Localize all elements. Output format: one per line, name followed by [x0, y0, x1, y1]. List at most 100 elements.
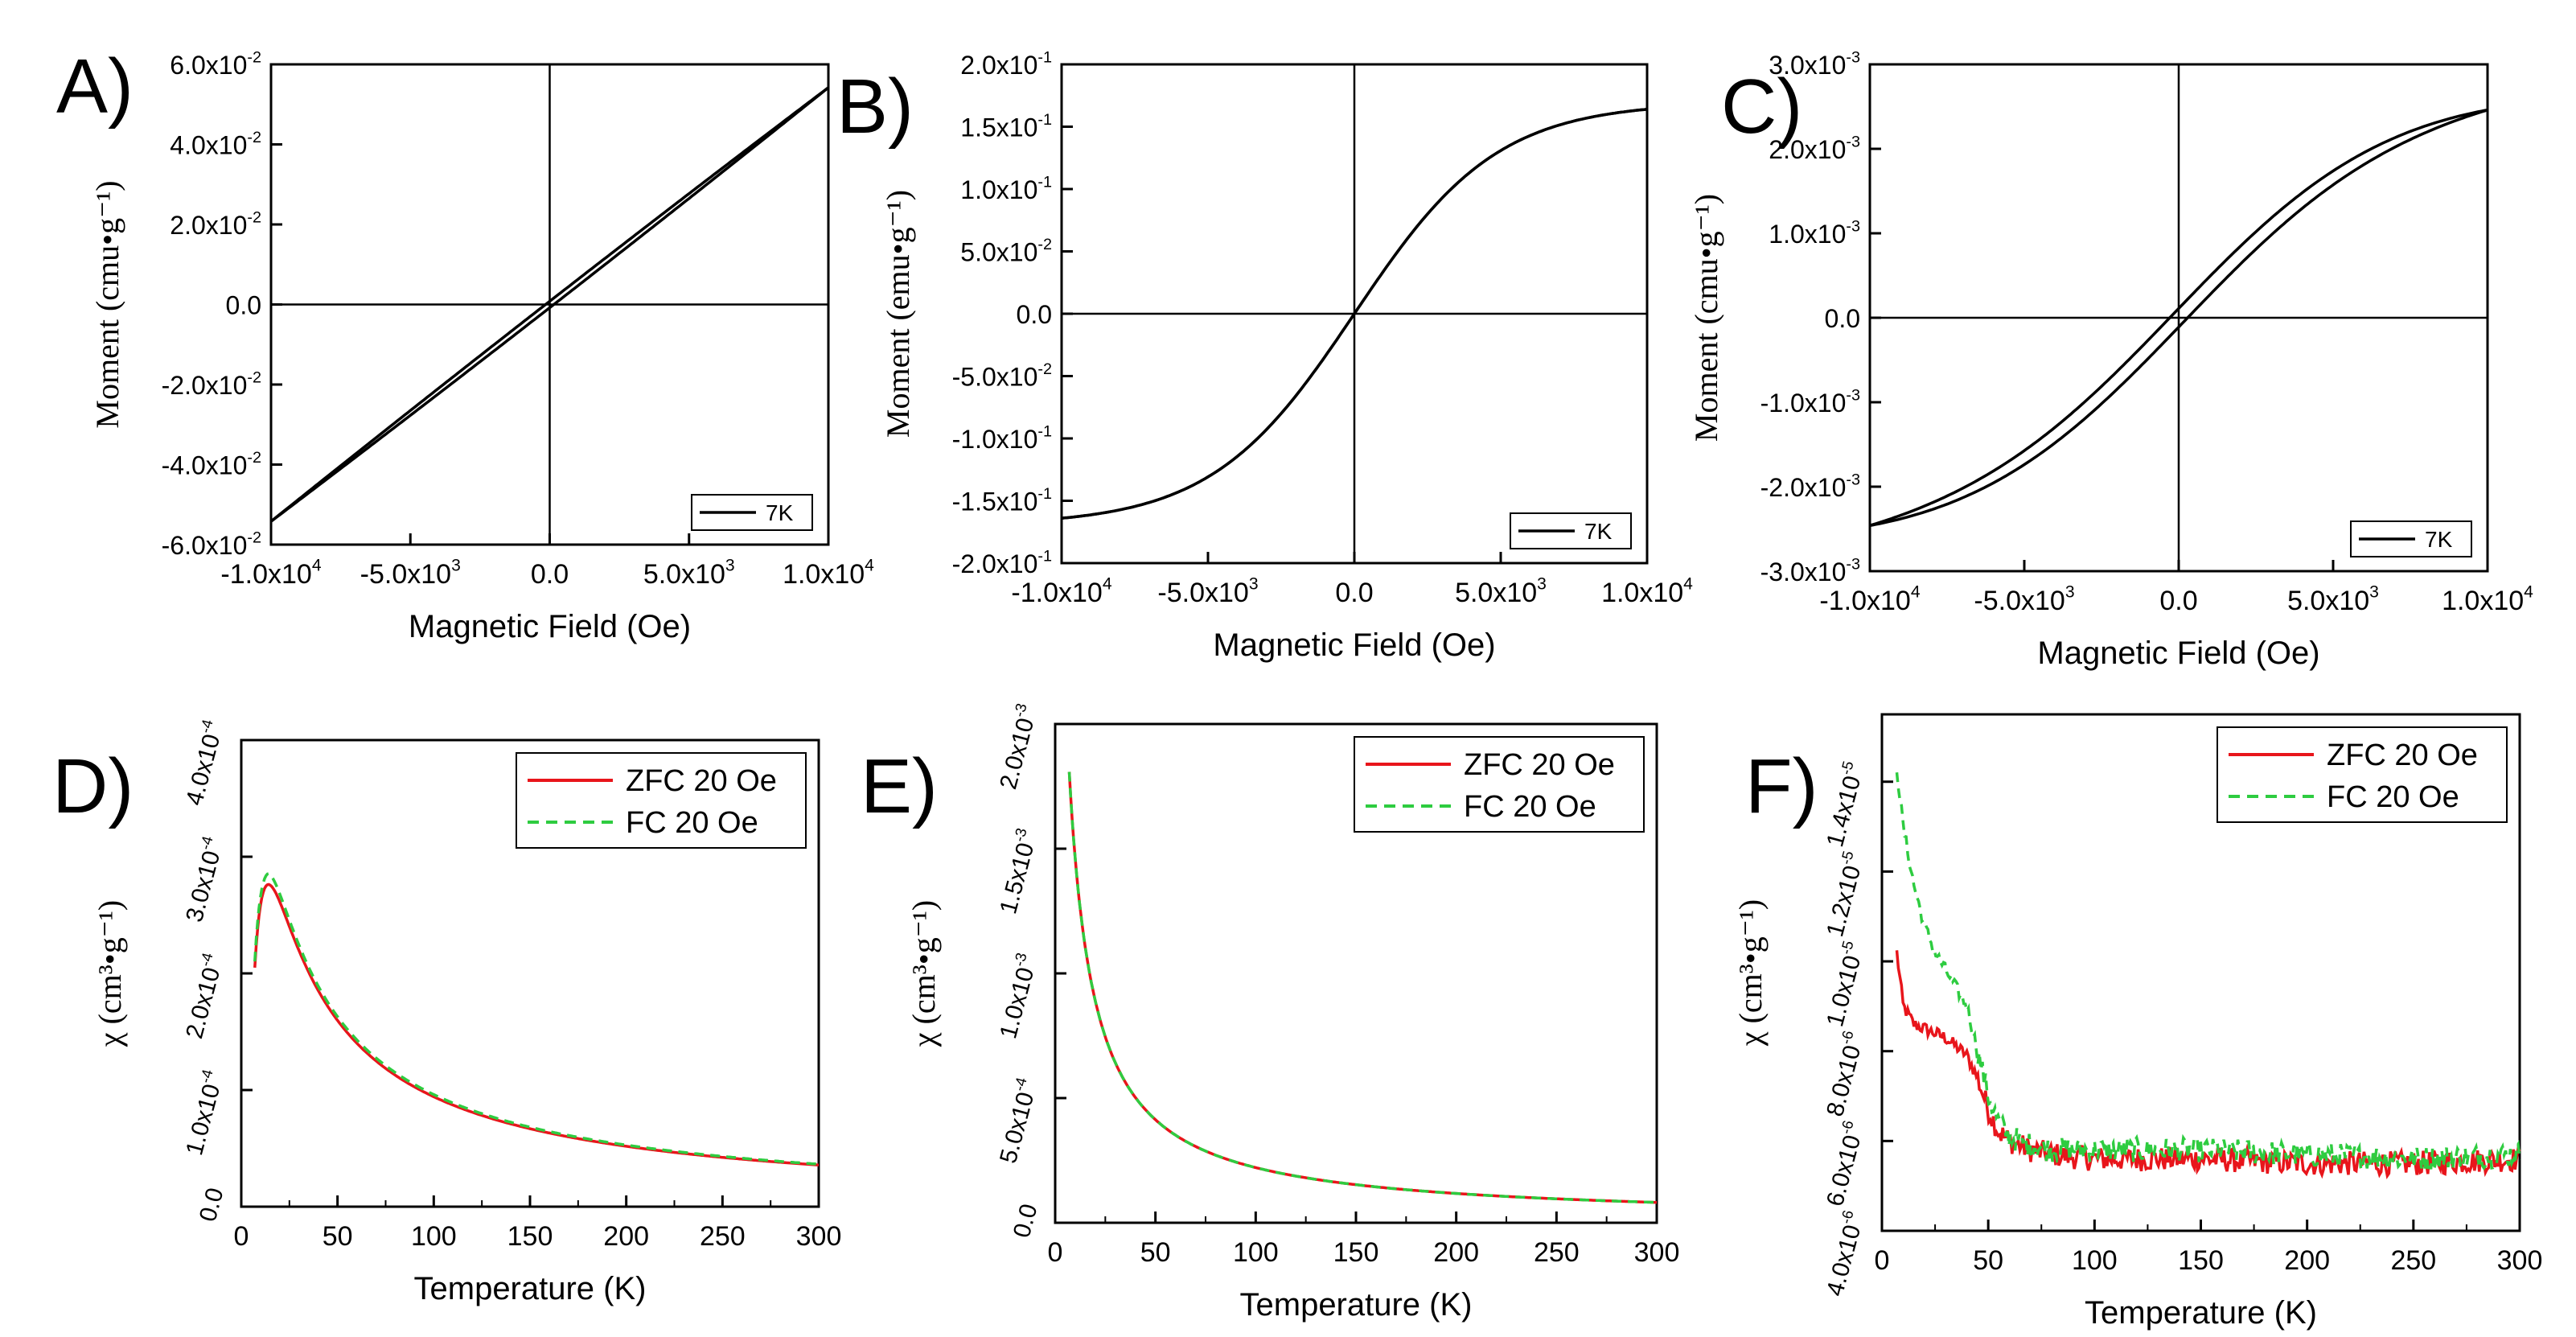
legend-label: 7K	[766, 500, 794, 525]
y-tick-label: -1.0x10-1	[952, 423, 1052, 454]
x-tick-label: 300	[2497, 1245, 2543, 1276]
x-tick-label: 5.0x103	[1455, 575, 1547, 608]
y-axis-label: χ (cm³•g⁻¹)	[906, 900, 942, 1047]
legend-label: 7K	[1584, 519, 1613, 544]
y-tick-label: -1.5x10-1	[952, 485, 1052, 516]
y-tick-label: 1.0x10-5	[1818, 939, 1870, 1030]
legend-label: 7K	[2425, 527, 2453, 552]
y-tick-label: 1.4x10-5	[1818, 759, 1870, 850]
x-axis-label: Temperature (K)	[1240, 1287, 1473, 1323]
y-tick-label: 2.0x10-4	[178, 951, 229, 1042]
x-tick-label: 0.0	[1335, 578, 1373, 608]
chart-panel-6: F) 0 50 100 150 200 250 300 4.0x10-66.0x10-68.0x…	[1732, 713, 2543, 1331]
legend-label: ZFC 20 Oe	[626, 764, 777, 798]
y-tick-label: 1.5x10-1	[960, 111, 1052, 142]
x-axis-label: Magnetic Field (Oe)	[409, 609, 691, 644]
series-line-zfc	[1067, 771, 1658, 1204]
x-tick-label: -5.0x103	[1157, 575, 1258, 608]
legend-label: FC 20 Oe	[626, 806, 758, 840]
x-axis-label: Magnetic Field (Oe)	[2037, 636, 2319, 671]
x-tick-label: 250	[700, 1221, 746, 1252]
x-tick-label: 0	[234, 1221, 249, 1252]
y-tick-label: 0.0	[1017, 300, 1052, 329]
y-tick-label: 6.0x10-6	[1818, 1118, 1870, 1209]
x-tick-label: -1.0x104	[1819, 583, 1920, 616]
x-tick-label: 150	[2178, 1245, 2224, 1276]
x-tick-label: 200	[1433, 1237, 1479, 1268]
x-tick-label: 0.0	[531, 559, 569, 590]
x-tick-label: 1.0x104	[2442, 583, 2533, 616]
x-tick-label: 50	[323, 1221, 353, 1252]
x-tick-label: 5.0x103	[2287, 583, 2379, 616]
x-tick-label: 5.0x103	[643, 557, 735, 590]
x-tick-label: 300	[1634, 1237, 1680, 1268]
y-tick-label: 2.0x10-2	[170, 209, 261, 240]
x-tick-label: 0.0	[2159, 586, 2197, 616]
y-tick-label: -4.0x10-2	[162, 449, 261, 479]
y-tick-label: 1.0x10-3	[1769, 218, 1860, 249]
y-tick-label: 0.0	[226, 291, 261, 320]
x-axis-label: Temperature (K)	[2085, 1295, 2317, 1331]
y-tick-label: 6.0x10-2	[170, 49, 261, 80]
x-tick-label: -5.0x103	[360, 557, 461, 590]
y-tick-label: 1.5x10-3	[992, 826, 1043, 917]
y-tick-label: 0.0	[195, 1185, 229, 1224]
series-line-fc	[253, 872, 820, 1166]
legend-box	[516, 752, 807, 849]
x-tick-label: 100	[411, 1221, 457, 1252]
series-line-zfc	[1895, 950, 2521, 1180]
y-tick-label: -5.0x10-2	[952, 360, 1052, 391]
x-tick-label: -1.0x104	[220, 557, 321, 590]
chart-panel-4: D) 0 50 100 150 200 250 300 0.0 1.0x10-4 2.0x10-4 3…	[52, 718, 841, 1306]
x-tick-label: 50	[1140, 1237, 1171, 1268]
chart-panel-2: B) -1.0x104 -5.0x103 0.0 5.0x103 1.0x104 -2.0x…	[836, 49, 1693, 663]
y-tick-label: 0.0	[1825, 304, 1860, 333]
x-tick-label: 100	[2072, 1245, 2118, 1276]
legend-label: ZFC 20 Oe	[1464, 748, 1615, 782]
x-tick-label: -1.0x104	[1011, 575, 1111, 608]
y-tick-label: -1.0x10-3	[1760, 387, 1860, 418]
y-tick-label: -2.0x10-2	[162, 369, 261, 400]
panel-label: F)	[1745, 743, 1818, 829]
x-tick-label: 150	[1333, 1237, 1379, 1268]
y-axis-label: Moment (cmu•g⁻¹)	[1688, 194, 1724, 442]
y-tick-label: 4.0x10-6	[1818, 1208, 1870, 1299]
series-line-descending	[1869, 108, 2488, 527]
y-tick-label: 3.0x10-3	[1769, 49, 1860, 80]
y-axis-label: χ (cm³•g⁻¹)	[92, 900, 128, 1047]
y-tick-label: 5.0x10-4	[992, 1076, 1043, 1166]
panel-label: A)	[56, 43, 134, 130]
chart-panel-1: A) -1.0x104 -5.0x103 0.0 5.0x103 1.0x104 -6.0x…	[56, 43, 874, 644]
y-tick-label: 2.0x10-3	[992, 701, 1043, 792]
x-tick-label: 1.0x104	[783, 557, 874, 590]
x-tick-label: 250	[2390, 1245, 2436, 1276]
series-line-ascending	[269, 86, 830, 523]
series-line-ascending	[1061, 108, 1648, 520]
panel-label: B)	[836, 64, 914, 150]
x-axis-label: Magnetic Field (Oe)	[1213, 627, 1495, 663]
legend-box	[2217, 726, 2508, 823]
x-tick-label: 50	[1973, 1245, 2003, 1276]
legend-label: ZFC 20 Oe	[2327, 738, 2478, 772]
y-axis-label: χ (cm³•g⁻¹)	[1732, 899, 1769, 1047]
y-tick-label: -6.0x10-2	[162, 529, 261, 560]
y-tick-label: 3.0x10-4	[178, 834, 229, 925]
y-tick-label: 4.0x10-4	[178, 718, 229, 808]
series-line-fc	[1067, 771, 1658, 1204]
panel-label: C)	[1721, 64, 1802, 150]
series-line-descending	[269, 86, 830, 523]
legend-box	[1354, 736, 1645, 833]
y-tick-label: 1.2x10-5	[1818, 849, 1870, 940]
legend-label: FC 20 Oe	[2327, 780, 2459, 814]
x-tick-label: 200	[603, 1221, 649, 1252]
x-tick-label: -5.0x103	[1974, 583, 2074, 616]
panel-label: D)	[52, 743, 134, 829]
chart-panel-5: E) 0 50 100 150 200 250 300 0.0 5.0x10-4 1.0x10-3 1…	[861, 701, 1679, 1323]
x-axis-label: Temperature (K)	[414, 1271, 647, 1306]
panel-label: E)	[861, 743, 938, 829]
x-tick-label: 150	[507, 1221, 553, 1252]
y-tick-label: 1.0x10-1	[960, 174, 1052, 204]
y-axis-label: Moment (cmu•g⁻¹)	[89, 180, 125, 428]
y-tick-label: 1.0x10-4	[178, 1068, 229, 1158]
y-tick-label: -3.0x10-3	[1760, 556, 1860, 586]
